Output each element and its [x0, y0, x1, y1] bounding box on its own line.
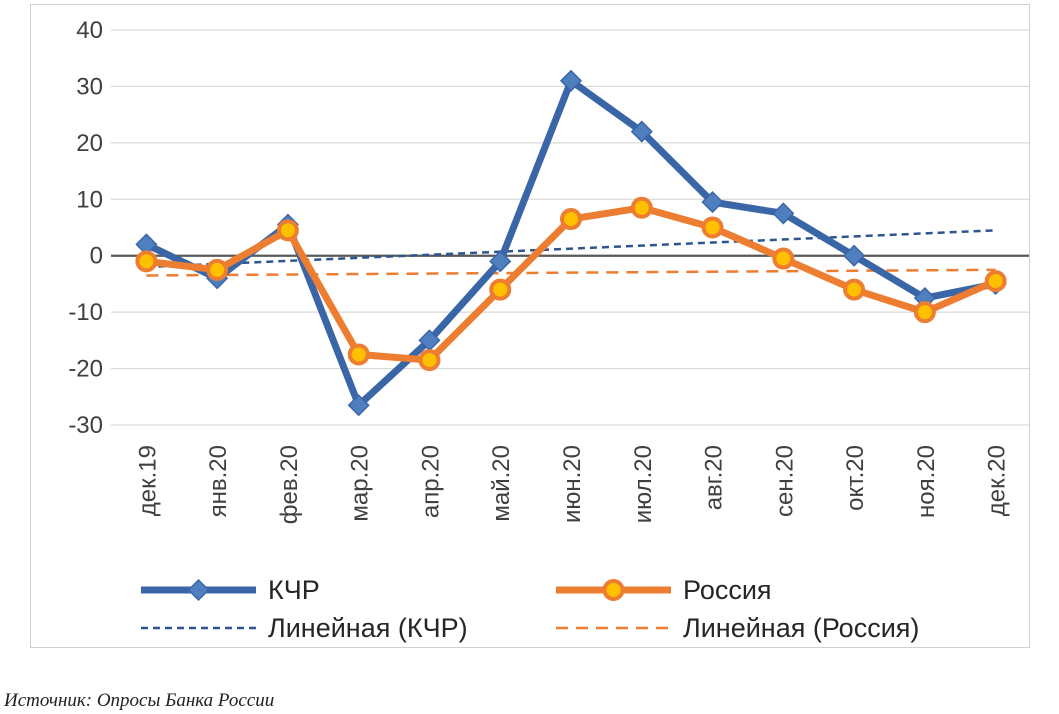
series-line: [144, 77, 997, 409]
data-point: [206, 258, 229, 281]
data-point: [418, 349, 441, 372]
data-point: [347, 394, 370, 417]
x-tick-label: дек.19: [134, 445, 161, 516]
x-tick-label: май.20: [488, 445, 515, 522]
y-tick-label: -20: [68, 356, 103, 383]
trendline: [146, 229, 996, 269]
legend-marker: [602, 579, 625, 601]
chart-frame: 40 30 20 10 0 -10 -20 -30 дек.19 янв.20 фев.20 мар.…: [30, 4, 1030, 648]
data-point: [701, 191, 724, 214]
legend-label: КЧР: [268, 575, 320, 605]
y-tick-label: 20: [76, 130, 103, 157]
legend-label: Линейная (Россия): [683, 613, 919, 643]
data-point: [276, 219, 299, 242]
series-line: [145, 204, 998, 364]
y-tick-label: -30: [68, 412, 103, 439]
data-point: [559, 69, 583, 92]
legend-marker: [187, 578, 210, 602]
x-tick-label: июл.20: [630, 445, 657, 523]
source-note: Источник: Опросы Банка России: [4, 690, 275, 711]
data-point: [560, 208, 582, 231]
data-point: [843, 244, 866, 267]
data-point: [135, 250, 158, 273]
data-point: [489, 278, 512, 301]
x-tick-label: апр.20: [417, 445, 444, 518]
x-tick-label: авг.20: [701, 445, 728, 510]
trendline: [146, 268, 996, 277]
legend-label: Линейная (КЧР): [268, 613, 468, 643]
x-tick-label: янв.20: [205, 445, 232, 517]
legend-label: Россия: [683, 575, 772, 605]
data-point: [843, 278, 866, 301]
y-tick-label: 30: [76, 73, 103, 100]
y-tick-label: 0: [90, 243, 103, 270]
data-point: [630, 120, 653, 143]
y-tick-label: 40: [76, 17, 103, 44]
data-point: [913, 301, 936, 324]
data-point: [772, 202, 795, 225]
x-tick-label: дек.20: [984, 445, 1011, 516]
x-tick-label: окт.20: [842, 445, 869, 511]
data-point: [984, 270, 1007, 293]
data-point: [772, 247, 795, 270]
chart-svg: 40 30 20 10 0 -10 -20 -30 дек.19 янв.20 фев.20 мар.…: [68, 17, 1029, 643]
x-tick-label: июн.20: [559, 445, 586, 523]
y-tick-label: 10: [76, 186, 103, 213]
data-point: [630, 196, 653, 219]
data-point: [701, 216, 724, 239]
x-tick-label: фев.20: [276, 445, 303, 524]
y-tick-label: -10: [68, 299, 103, 326]
x-tick-label: ноя.20: [913, 445, 940, 518]
data-point: [489, 250, 512, 273]
x-tick-label: мар.20: [347, 445, 374, 522]
x-tick-label: сен.20: [771, 445, 798, 517]
data-point: [347, 343, 370, 366]
